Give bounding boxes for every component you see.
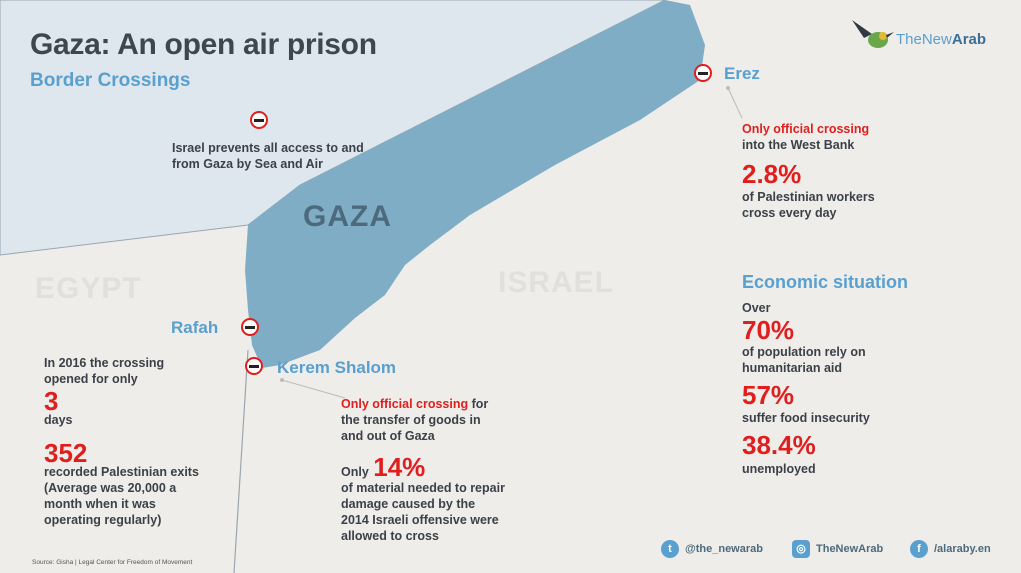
kerem-no-entry-icon	[245, 357, 263, 375]
gaza-label: GAZA	[303, 200, 392, 233]
rafah-days-label: days	[44, 413, 73, 427]
israel-label: ISRAEL	[498, 266, 615, 299]
egypt-border	[233, 349, 249, 573]
economic-stat-2: 57%	[742, 380, 795, 410]
kerem-label: Kerem Shalom	[277, 358, 397, 377]
rafah-desc: In 2016 the crossing opened for only	[44, 356, 165, 386]
bird-icon	[852, 20, 894, 48]
economic-stat-3: 38.4%	[742, 430, 816, 460]
sea-air-note: Israel prevents all access to and from G…	[172, 141, 364, 171]
source-note: Source: Gisha | Legal Center for Freedom…	[32, 559, 193, 566]
facebook-icon: f	[910, 540, 928, 558]
economic-stat-1: 70%	[742, 315, 795, 345]
no-entry-icon	[250, 111, 268, 129]
kerem-leader-dot	[280, 378, 284, 382]
erez-leader-dot	[726, 86, 730, 90]
economic-over: Over	[742, 301, 771, 315]
kerem-stat-row: Only 14%	[341, 452, 426, 482]
twitter-link[interactable]: t @the_newarab	[661, 540, 763, 558]
facebook-link[interactable]: f/alaraby.en	[910, 540, 991, 558]
gaza-strip	[245, 0, 705, 368]
economic-stat-3-desc: unemployed	[742, 462, 816, 476]
erez-no-entry-icon	[694, 64, 712, 82]
logo-text-b: Arab	[951, 31, 987, 48]
kerem-stat-desc: of material needed to repair damage caus…	[341, 481, 505, 543]
instagram-icon: ◎	[792, 540, 810, 558]
kerem-leader	[281, 379, 346, 399]
twitter-icon: t	[661, 540, 679, 558]
rafah-no-entry-icon	[241, 318, 259, 336]
rafah-label: Rafah	[171, 318, 219, 337]
rafah-exits-value: 352	[44, 438, 88, 468]
erez-desc: Only official crossing into the West Ban…	[742, 122, 870, 152]
economic-stat-1-desc: of population rely on humanitarian aid	[742, 345, 866, 375]
rafah-days-value: 3	[44, 386, 59, 416]
rafah-exits-desc: recorded Palestinian exits (Average was …	[44, 465, 199, 527]
kerem-desc: Only official crossing for the transfer …	[341, 397, 489, 443]
page-subtitle: Border Crossings	[30, 70, 191, 91]
erez-label: Erez	[724, 64, 760, 83]
egypt-label: EGYPT	[35, 272, 142, 305]
economic-heading: Economic situation	[742, 272, 909, 292]
page-title: Gaza: An open air prison	[30, 28, 377, 61]
instagram-link[interactable]: ◎ TheNewArab	[792, 540, 883, 558]
kerem-stat: 14%	[373, 452, 426, 482]
erez-leader	[727, 87, 743, 119]
logo: TheNewArab	[850, 16, 986, 61]
erez-stat: 2.8%	[742, 159, 802, 189]
erez-stat-desc: of Palestinian workers cross every day	[742, 190, 875, 220]
logo-text-a: TheNew	[896, 31, 952, 48]
economic-stat-2-desc: suffer food insecurity	[742, 411, 870, 425]
